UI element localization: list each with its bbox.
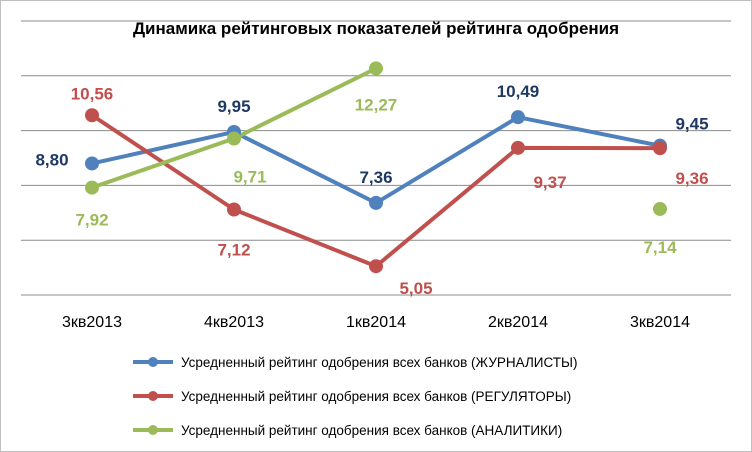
- data-label: 9,37: [533, 173, 566, 192]
- data-point: [85, 180, 99, 195]
- data-label: 9,36: [675, 169, 708, 188]
- data-label: 7,12: [217, 241, 250, 260]
- data-point: [369, 259, 383, 274]
- data-label: 7,36: [359, 168, 392, 187]
- data-label: 10,56: [71, 84, 114, 103]
- data-point: [85, 156, 99, 171]
- data-label: 10,49: [497, 82, 540, 101]
- data-point: [85, 108, 99, 123]
- legend-swatch: [133, 425, 173, 435]
- chart-title: Динамика рейтинговых показателей рейтинг…: [132, 19, 620, 38]
- data-point: [369, 61, 383, 76]
- x-tick-label: 4кв2013: [204, 314, 264, 331]
- data-point: [227, 202, 241, 217]
- data-point: [227, 131, 241, 146]
- legend: Усредненный рейтинг одобрения всех банко…: [131, 345, 651, 447]
- x-tick-label: 3кв2013: [62, 314, 122, 331]
- x-tick-label: 2кв2014: [488, 314, 548, 331]
- legend-label: Усредненный рейтинг одобрения всех банко…: [181, 354, 578, 370]
- legend-item: Усредненный рейтинг одобрения всех банко…: [131, 379, 651, 413]
- data-point: [653, 141, 667, 156]
- data-label: 9,45: [675, 115, 708, 134]
- data-label: 7,14: [643, 238, 677, 257]
- data-point: [511, 110, 525, 125]
- legend-swatch-marker: [148, 357, 158, 367]
- data-point: [369, 195, 383, 210]
- legend-label: Усредненный рейтинг одобрения всех банко…: [181, 422, 563, 438]
- legend-swatch-marker: [148, 425, 158, 435]
- data-label: 7,92: [75, 211, 108, 230]
- legend-swatch: [133, 357, 173, 367]
- data-label: 9,71: [233, 168, 266, 187]
- data-point: [511, 140, 525, 155]
- data-label: 5,05: [399, 279, 432, 298]
- legend-swatch-marker: [148, 391, 158, 401]
- data-label: 12,27: [355, 95, 398, 114]
- plot-area: 3кв2013 4кв2013 1кв2014 2кв2014 3кв2014 8,80 9…: [21, 20, 731, 331]
- x-tick-label: 1кв2014: [346, 314, 406, 331]
- data-label: 8,80: [35, 150, 68, 169]
- legend-item: Усредненный рейтинг одобрения всех банко…: [131, 413, 651, 447]
- data-point: [653, 201, 667, 216]
- series-line: [90, 113, 661, 269]
- legend-label: Усредненный рейтинг одобрения всех банко…: [181, 388, 572, 404]
- x-tick-label: 3кв2014: [630, 314, 690, 331]
- legend-item: Усредненный рейтинг одобрения всех банко…: [131, 345, 651, 379]
- data-label: 9,95: [217, 97, 250, 116]
- legend-swatch: [133, 391, 173, 401]
